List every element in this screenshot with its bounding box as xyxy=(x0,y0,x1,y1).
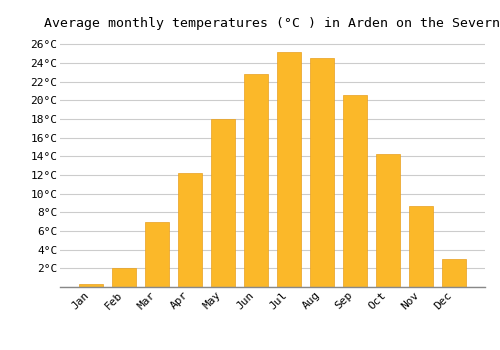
Bar xyxy=(343,95,367,287)
Bar xyxy=(80,284,103,287)
Bar xyxy=(409,206,432,287)
Bar xyxy=(211,119,235,287)
Title: Average monthly temperatures (°C ) in Arden on the Severn: Average monthly temperatures (°C ) in Ar… xyxy=(44,17,500,30)
Bar xyxy=(112,268,136,287)
Bar xyxy=(277,52,301,287)
Bar xyxy=(310,58,334,287)
Bar xyxy=(376,154,400,287)
Bar xyxy=(178,173,202,287)
Bar xyxy=(442,259,466,287)
Bar xyxy=(244,74,268,287)
Bar xyxy=(146,222,169,287)
